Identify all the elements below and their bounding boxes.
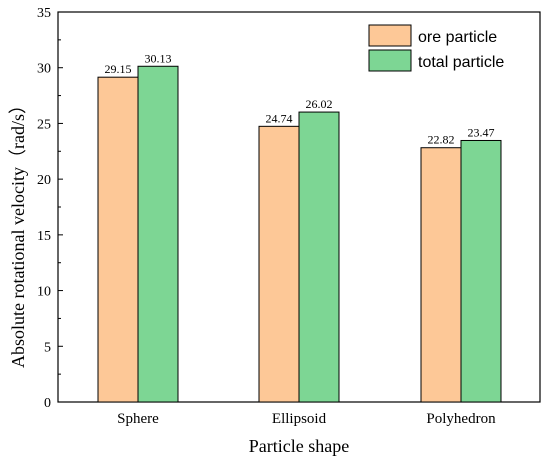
legend-swatch-total-particle: [368, 49, 412, 72]
x-tick-label: Sphere: [117, 411, 159, 427]
data-label: 30.13: [145, 51, 172, 65]
data-label: 26.02: [306, 97, 333, 111]
bar-ore-particle-polyhedron: [420, 147, 462, 403]
y-tick-label: 5: [44, 340, 51, 355]
x-axis-title: Particle shape: [249, 436, 349, 456]
x-tick-label: Polyhedron: [426, 411, 496, 427]
bar-total-particle-sphere: [137, 65, 179, 403]
y-tick-label: 0: [44, 396, 51, 411]
legend: ore particle total particle: [368, 24, 504, 72]
y-tick-label: 15: [37, 229, 51, 244]
legend-label-ore-particle: ore particle: [418, 29, 497, 46]
bar-total-particle-polyhedron: [460, 139, 502, 403]
y-axis-title: Absolute rotational velocity（rad/s）: [8, 96, 28, 368]
bar-ore-particle-ellipsoid: [258, 125, 300, 403]
x-axis-ticks: Sphere Ellipsoid Polyhedron: [117, 397, 496, 427]
bar-total-particle-ellipsoid: [298, 111, 340, 403]
y-tick-label: 25: [37, 117, 51, 132]
bars: [97, 65, 502, 403]
y-tick-label: 35: [37, 6, 51, 21]
y-tick-label: 20: [37, 173, 51, 188]
y-tick-label: 10: [37, 285, 51, 300]
y-axis-ticks: 0 5 10 15 20 25 30 35: [37, 6, 63, 411]
bar-ore-particle-sphere: [97, 76, 139, 403]
legend-label-total-particle: total particle: [418, 54, 504, 71]
data-label: 24.74: [266, 111, 293, 125]
x-tick-label: Ellipsoid: [272, 411, 327, 427]
data-labels: 29.15 30.13 24.74 26.02 22.82 23.47: [105, 51, 495, 146]
legend-swatch-ore-particle: [368, 24, 412, 47]
data-label: 29.15: [105, 62, 132, 76]
y-tick-label: 30: [37, 62, 51, 77]
data-label: 23.47: [468, 125, 495, 139]
data-label: 22.82: [428, 133, 455, 147]
